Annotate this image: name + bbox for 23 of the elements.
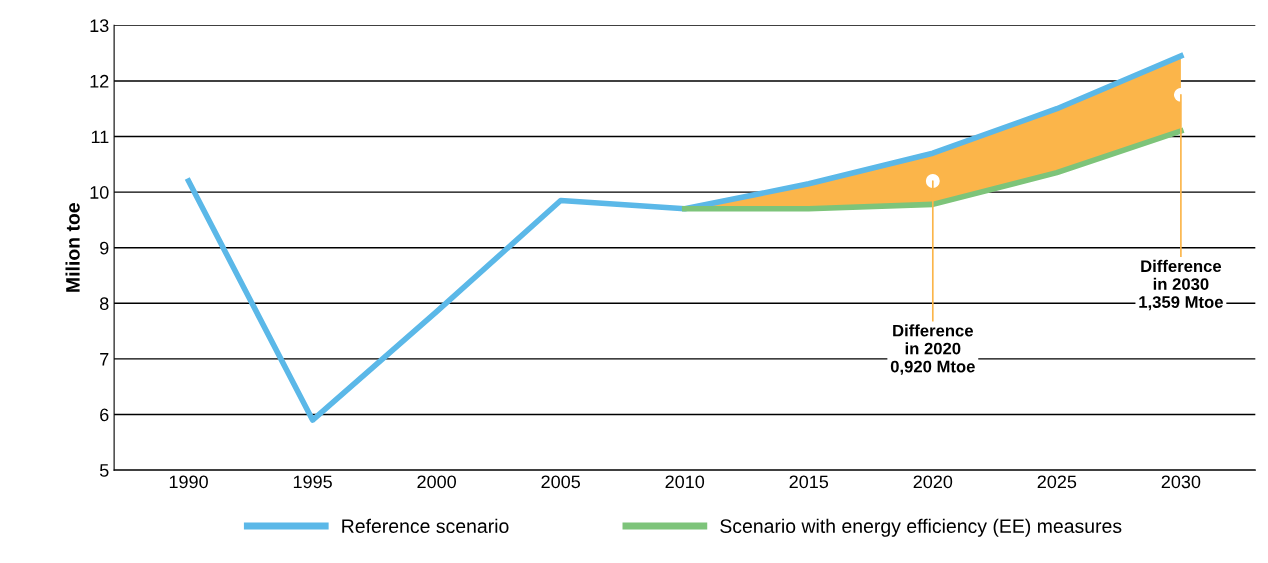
x-tick-label: 2005 bbox=[541, 475, 580, 489]
y-tick-label: 9 bbox=[100, 241, 109, 255]
y-tick-label: 7 bbox=[100, 353, 109, 366]
y-axis-title: Milion toe bbox=[65, 203, 80, 292]
x-tick-label: 1995 bbox=[293, 475, 332, 489]
x-tick-label: 2015 bbox=[789, 475, 829, 489]
x-tick-label: 2020 bbox=[913, 475, 953, 489]
y-tick-label: 10 bbox=[90, 186, 109, 199]
x-tick-label: 2030 bbox=[1161, 475, 1201, 489]
annotation: Difference in 2020 0,920 Mtoe bbox=[890, 324, 975, 375]
y-tick-label: 6 bbox=[100, 408, 109, 422]
y-tick-label: 5 bbox=[99, 464, 109, 477]
legend-label: Reference scenario bbox=[342, 518, 509, 534]
x-tick-label: 2010 bbox=[665, 475, 705, 489]
x-tick-label: 2025 bbox=[1037, 475, 1077, 489]
y-tick-label: 13 bbox=[90, 19, 109, 33]
y-tick-label: 8 bbox=[100, 297, 109, 311]
y-tick-label: 12 bbox=[90, 74, 109, 88]
legend-label: Scenario with energy efficiency (EE) measures bbox=[720, 518, 1122, 537]
y-tick-label: 11 bbox=[91, 130, 109, 144]
x-tick-label: 2000 bbox=[417, 475, 457, 489]
x-tick-label: 1990 bbox=[169, 475, 208, 489]
annotation: Difference in 2030 1,359 Mtoe bbox=[1139, 259, 1223, 311]
